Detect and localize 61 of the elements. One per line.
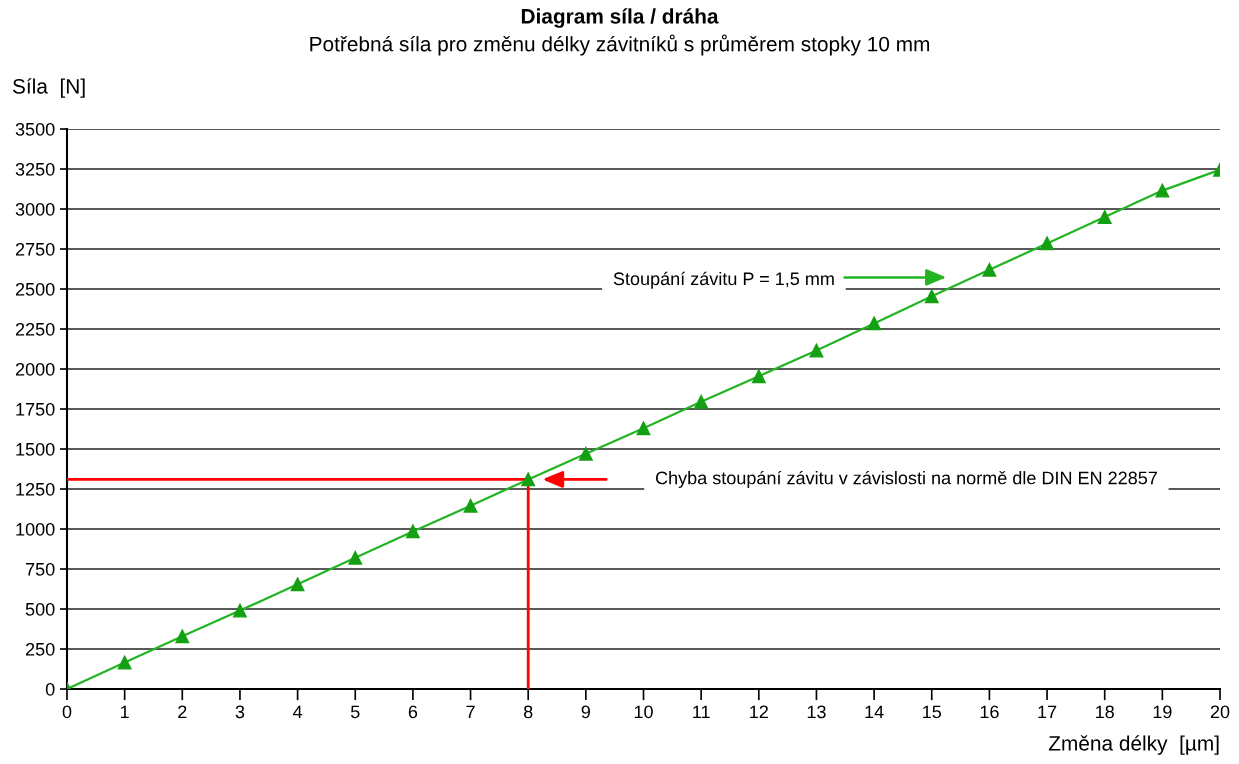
y-tick-label: 1500 xyxy=(16,442,55,456)
point xyxy=(982,262,997,277)
x-tick-label: 13 xyxy=(807,705,826,719)
point xyxy=(694,394,709,409)
x-tick-label: 5 xyxy=(350,705,360,719)
point xyxy=(809,343,824,358)
point xyxy=(636,421,651,436)
point xyxy=(867,316,882,331)
x-tick-label: 3 xyxy=(235,705,245,719)
x-tick-label: 18 xyxy=(1096,705,1114,719)
y-tick-label: 1250 xyxy=(16,482,55,496)
point xyxy=(924,289,939,304)
x-axis-title: Změna délky [µm] xyxy=(1048,735,1219,755)
y-tick-label: 0 xyxy=(45,682,55,696)
point xyxy=(348,550,363,565)
x-tick-label: 15 xyxy=(923,705,942,719)
y-tick-label: 500 xyxy=(25,602,55,616)
point xyxy=(1097,210,1112,224)
point xyxy=(578,446,593,461)
x-tick-label: 7 xyxy=(466,705,475,719)
y-tick-label: 3500 xyxy=(15,122,55,136)
y-tick-label: 750 xyxy=(26,562,55,576)
point xyxy=(233,603,247,618)
x-tick-label: 0 xyxy=(62,705,72,719)
x-tick-label: 20 xyxy=(1210,705,1230,719)
x-tick-label: 12 xyxy=(750,705,768,719)
y-tick-label: 3000 xyxy=(15,202,55,216)
x-tick-label: 19 xyxy=(1153,705,1172,719)
x-tick-label: 14 xyxy=(865,705,884,719)
x-tick-label: 11 xyxy=(693,705,710,719)
y-tick-label: 2000 xyxy=(15,362,55,376)
x-tick-label: 17 xyxy=(1038,705,1057,719)
y-tick-label: 2250 xyxy=(15,322,55,336)
y-tick-label: 3250 xyxy=(15,162,55,176)
point xyxy=(405,524,420,539)
y-tick-label: 1750 xyxy=(16,402,55,416)
y-tick-label: 2750 xyxy=(15,242,55,256)
x-tick-label: 1 xyxy=(121,705,129,719)
y-tick-label: 250 xyxy=(25,642,55,656)
annotation: Stoupání závitu P = 1,5 mm xyxy=(613,271,834,289)
point xyxy=(290,577,305,592)
chart-subtitle: Potřebná síla pro změnu délky závitníků s průměrem stopky 10 mm xyxy=(310,34,930,56)
y-axis-title: Síla [N] xyxy=(12,78,85,98)
point xyxy=(751,369,766,384)
x-tick-label: 4 xyxy=(292,705,303,719)
x-tick-label: 2 xyxy=(178,705,187,719)
point xyxy=(521,472,536,487)
point xyxy=(117,655,132,670)
point xyxy=(1040,236,1054,251)
annotation: Chyba stoupání závitu v závislosti na normě dle DIN EN 22857 xyxy=(655,470,1157,488)
x-tick-label: 6 xyxy=(408,705,418,719)
x-tick-label: 9 xyxy=(581,705,591,719)
x-tick-label: 16 xyxy=(980,705,999,719)
point xyxy=(463,498,478,513)
x-tick-label: 8 xyxy=(523,705,533,719)
point xyxy=(1155,183,1170,198)
y-tick-label: 2500 xyxy=(15,282,55,296)
y-tick-label: 1000 xyxy=(16,522,55,536)
point xyxy=(175,629,190,644)
x-tick-label: 10 xyxy=(634,705,653,719)
chart-title: Diagram síla / dráha xyxy=(521,8,719,28)
